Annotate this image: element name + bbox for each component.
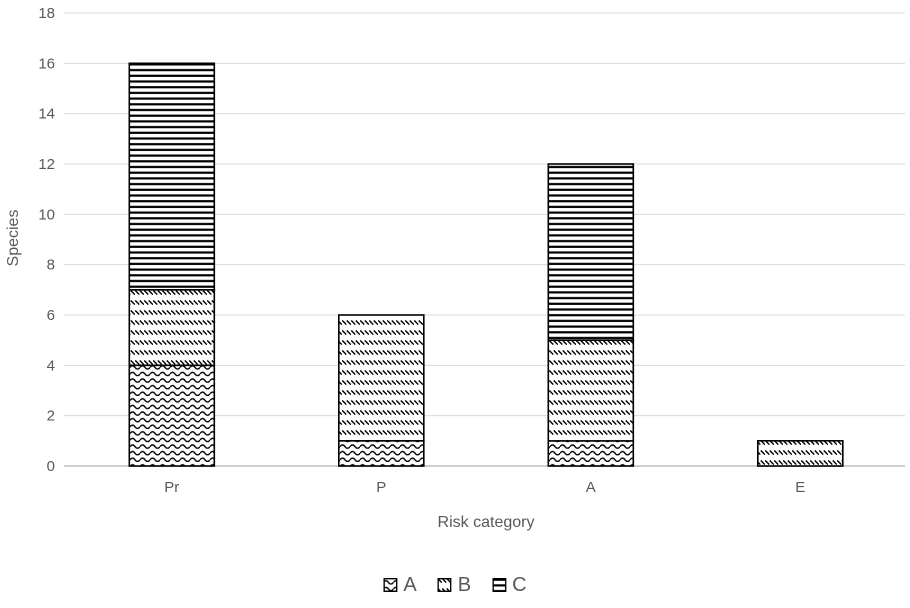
legend: A B C [383,574,527,596]
y-tick-label: 4 [47,357,55,374]
legend-item-B: B [437,574,472,596]
category-label: Pr [164,479,179,496]
legend-item-A: A [383,574,417,596]
y-tick-label: 2 [47,408,55,425]
legend-swatch-wave-icon [383,578,398,592]
x-axis-title: Risk category [437,514,535,531]
y-tick-label: 18 [38,5,55,22]
legend-item-C: C [492,574,527,596]
legend-swatch-horizontal-lines-icon [492,578,507,592]
y-axis-title: Species [5,209,22,267]
x-category-labels: Pr P A E [164,479,805,496]
category-label: A [586,479,596,496]
legend-label: A [403,574,417,596]
y-tick-label: 6 [47,307,55,324]
category-label: E [795,479,805,496]
y-tick-label: 0 [47,458,55,475]
category-label: P [376,479,386,496]
bar-segment-A-A [547,439,635,467]
bars [128,62,844,467]
y-tick-label: 16 [38,55,55,72]
y-tick-label: 8 [47,257,55,274]
bar-segment-Pr-A [128,364,216,467]
y-tick-labels: 0 2 4 6 8 10 12 14 16 18 [38,5,55,475]
bar-segment-A-C [547,163,635,341]
bar-segment-A-B [547,339,635,442]
bar-segment-Pr-B [128,288,216,367]
legend-swatch-diagonal-dash-icon [437,578,452,592]
y-tick-label: 10 [38,206,55,223]
bar-segment-P-B [337,314,425,442]
bar-segment-P-A [337,439,425,467]
y-tick-label: 14 [38,106,55,123]
bar-segment-E-B [756,439,844,467]
legend-label: B [457,574,472,596]
y-tick-label: 12 [38,156,55,173]
bar-segment-Pr-C [128,62,216,291]
legend-label: C [512,574,527,596]
